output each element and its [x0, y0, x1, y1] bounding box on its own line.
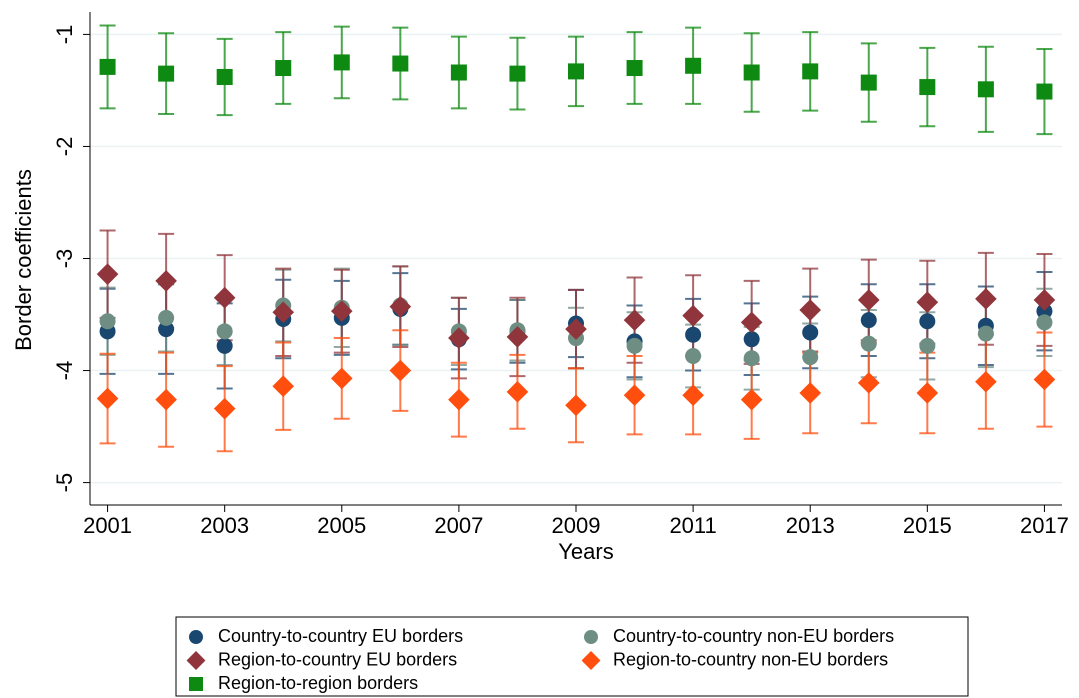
point [743, 350, 760, 367]
point [506, 381, 529, 403]
point [1036, 314, 1053, 331]
point [860, 74, 877, 91]
legend-label: Country-to-country non-EU borders [613, 626, 894, 646]
point [389, 295, 412, 318]
point [509, 65, 526, 82]
point [1036, 83, 1053, 100]
point [975, 370, 997, 393]
point [96, 387, 119, 410]
point [155, 270, 177, 292]
point [685, 57, 702, 74]
point [977, 81, 994, 98]
legend-marker [581, 651, 601, 670]
point [916, 291, 939, 313]
point [216, 323, 233, 340]
point [568, 63, 584, 80]
point [216, 337, 233, 354]
point [1033, 368, 1056, 391]
point [216, 68, 233, 85]
x-tick-label: 2005 [317, 513, 366, 538]
point [919, 313, 936, 330]
point [272, 375, 295, 398]
x-tick-label: 2013 [786, 513, 835, 538]
y-tick-label: -4 [52, 361, 77, 381]
point [685, 326, 702, 343]
y-tick-label: -3 [52, 249, 77, 269]
point [330, 300, 353, 322]
point [213, 286, 236, 309]
point [682, 304, 704, 327]
point [448, 327, 470, 349]
legend-label: Region-to-country EU borders [218, 649, 457, 669]
point [158, 309, 175, 326]
point [448, 388, 470, 411]
point [685, 347, 702, 364]
point [857, 372, 880, 394]
legend-marker [189, 630, 203, 644]
point [919, 337, 936, 354]
y-tick-label: -5 [52, 473, 77, 493]
point [857, 289, 880, 311]
x-tick-label: 2007 [434, 513, 483, 538]
x-tick-label: 2015 [903, 513, 952, 538]
point [623, 309, 646, 331]
point [99, 58, 116, 75]
x-tick-label: 2001 [83, 513, 132, 538]
point [919, 79, 936, 96]
point [802, 349, 819, 366]
legend-box [175, 616, 969, 697]
point [272, 301, 295, 324]
legend-label: Region-to-region borders [218, 673, 418, 693]
point [1036, 303, 1053, 320]
x-tick-label: 2017 [1020, 513, 1069, 538]
y-tick-label: -1 [52, 25, 77, 45]
point [916, 382, 939, 404]
point [860, 312, 877, 329]
point [275, 60, 292, 77]
point [860, 335, 877, 352]
x-tick-label: 2011 [669, 513, 716, 538]
y-tick-label: -2 [52, 137, 77, 157]
legend-marker [189, 677, 203, 691]
point [740, 311, 763, 334]
point [1033, 289, 1056, 311]
point [740, 388, 763, 411]
point [626, 337, 643, 354]
point [799, 299, 822, 321]
point [389, 359, 412, 382]
point [155, 388, 177, 411]
legend-marker [186, 651, 206, 670]
point [330, 367, 353, 390]
point [743, 331, 760, 348]
legend-marker [584, 630, 598, 644]
x-axis-label: Years [558, 539, 613, 564]
point [626, 60, 643, 77]
point [682, 384, 704, 406]
point [158, 321, 175, 338]
point [333, 54, 350, 71]
point [623, 384, 646, 406]
point [565, 318, 587, 340]
point [99, 313, 116, 330]
point [799, 382, 822, 404]
legend-label: Region-to-country non-EU borders [613, 649, 888, 669]
point [802, 63, 819, 80]
legend-label: Country-to-country EU borders [218, 626, 463, 646]
point [450, 64, 467, 81]
point [743, 64, 760, 81]
point [565, 394, 587, 417]
point [802, 324, 819, 341]
point [506, 326, 529, 348]
point [975, 288, 997, 310]
point [213, 397, 236, 420]
point [96, 263, 119, 285]
x-tick-label: 2009 [552, 513, 601, 538]
x-tick-label: 2003 [200, 513, 249, 538]
y-axis-label: Border coefficients [11, 169, 36, 351]
point [977, 325, 994, 342]
point [392, 55, 409, 72]
point [158, 65, 175, 82]
